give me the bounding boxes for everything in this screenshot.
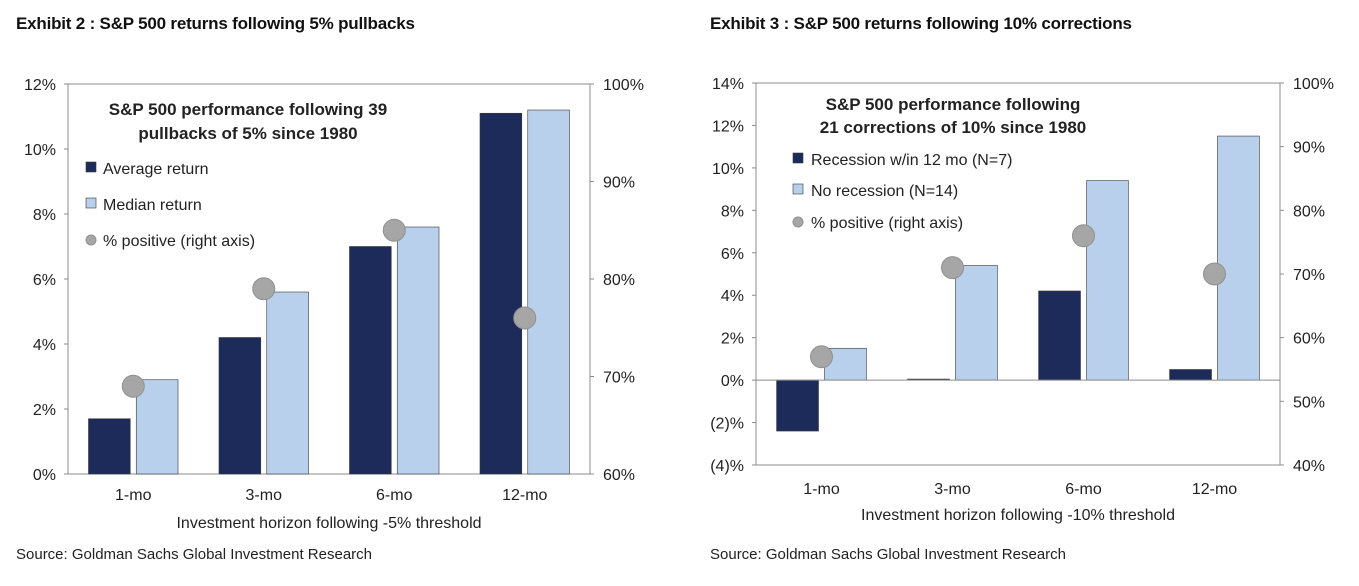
exhibit-2-source: Source: Goldman Sachs Global Investment … — [16, 546, 373, 563]
exhibit-2-title: Exhibit 2 : S&P 500 returns following 5%… — [16, 14, 415, 33]
c2-y-tick-label: 6% — [721, 246, 744, 263]
c2-y-tick-label: (2)% — [710, 416, 744, 433]
c1-legend-swatch — [85, 197, 97, 209]
c1-pct-positive-marker — [513, 306, 537, 330]
c1-y-tick-label: 0% — [33, 467, 56, 484]
c2-y2-tick-label: 50% — [1293, 394, 1325, 411]
c1-y-tick-label: 12% — [24, 77, 56, 94]
c2-legend-swatch — [792, 152, 804, 164]
c2-x-tick-label: 6-mo — [1065, 481, 1102, 498]
c2-y-tick-label: 10% — [712, 161, 744, 178]
c1-y-tick-label: 2% — [33, 402, 56, 419]
c1-pct-positive-marker — [382, 218, 406, 242]
c1-bar-series2 — [527, 109, 570, 475]
exhibit-3-source: Source: Goldman Sachs Global Investment … — [710, 546, 1067, 563]
c2-y-tick-label: 8% — [721, 203, 744, 220]
c1-bar-series1 — [88, 418, 131, 475]
c2-legend-marker — [792, 216, 804, 228]
c1-x-tick-label: 6-mo — [376, 487, 413, 504]
c2-legend-label: Recession w/in 12 mo (N=7) — [811, 152, 1012, 169]
exhibit-3-title: Exhibit 3 : S&P 500 returns following 10… — [710, 14, 1132, 33]
c2-pct-positive-marker — [1072, 224, 1095, 248]
c1-chart-title-line: S&P 500 performance following 39 — [109, 100, 387, 119]
c1-x-axis-label: Investment horizon following -5% thresho… — [176, 515, 481, 532]
c1-y2-tick-label: 100% — [603, 77, 644, 94]
c1-legend-label: % positive (right axis) — [103, 233, 255, 250]
c2-y2-tick-label: 80% — [1293, 203, 1325, 220]
c1-y2-tick-label: 60% — [603, 467, 635, 484]
c2-bar-series2 — [955, 265, 998, 381]
c2-bar-series2 — [1217, 135, 1260, 381]
c2-legend-label: No recession (N=14) — [811, 183, 958, 200]
c1-x-tick-label: 1-mo — [115, 487, 152, 504]
c2-pct-positive-marker — [810, 345, 833, 369]
c2-y2-tick-label: 60% — [1293, 331, 1325, 348]
c1-y-tick-label: 10% — [24, 142, 56, 159]
c2-chart-title-line: S&P 500 performance following — [826, 95, 1081, 114]
c2-y2-tick-label: 100% — [1293, 76, 1334, 93]
c1-y-tick-label: 8% — [33, 207, 56, 224]
c2-y2-tick-label: 40% — [1293, 458, 1325, 475]
c1-bar-series1 — [349, 246, 392, 475]
c2-bar-series2 — [1086, 180, 1129, 381]
c1-legend-label: Median return — [103, 197, 202, 214]
c1-bar-series1 — [479, 112, 523, 475]
c2-plot-area — [755, 82, 1281, 466]
c1-x-tick-label: 12-mo — [502, 487, 547, 504]
c1-chart-title-line: pullbacks of 5% since 1980 — [138, 124, 357, 143]
c1-bar-series2 — [266, 291, 309, 475]
c1-legend-swatch — [85, 161, 97, 173]
c1-pct-positive-marker — [252, 277, 276, 301]
c2-x-tick-label: 12-mo — [1192, 481, 1237, 498]
c2-x-axis-label: Investment horizon following -10% thresh… — [861, 507, 1175, 524]
c2-y-tick-label: 0% — [721, 373, 744, 390]
c2-y2-tick-label: 70% — [1293, 267, 1325, 284]
c1-bar-series2 — [396, 226, 440, 475]
c2-bar-series1 — [1038, 290, 1081, 381]
c2-pct-positive-marker — [941, 256, 964, 280]
c2-x-tick-label: 1-mo — [803, 481, 840, 498]
c2-bar-series1 — [1169, 369, 1212, 381]
c1-y2-tick-label: 70% — [603, 370, 635, 387]
c2-y2-tick-label: 90% — [1293, 140, 1325, 157]
c2-legend-label: % positive (right axis) — [811, 215, 963, 232]
c1-y2-tick-label: 90% — [603, 175, 635, 192]
c2-y-tick-label: 4% — [721, 288, 744, 305]
c1-pct-positive-marker — [121, 374, 145, 398]
c2-chart-title-line: 21 corrections of 10% since 1980 — [820, 118, 1086, 137]
c2-y-tick-label: 12% — [712, 118, 744, 135]
c2-y-tick-label: 2% — [721, 331, 744, 348]
c2-x-tick-label: 3-mo — [934, 481, 971, 498]
c1-y2-tick-label: 80% — [603, 272, 635, 289]
c2-bar-series1 — [776, 379, 819, 432]
c2-y-tick-label: (4)% — [710, 458, 744, 475]
c1-x-tick-label: 3-mo — [246, 487, 283, 504]
c1-y-tick-label: 4% — [33, 337, 56, 354]
c2-legend-swatch — [792, 183, 804, 195]
c1-legend-marker — [85, 234, 97, 246]
c1-y-tick-label: 6% — [33, 272, 56, 289]
c2-pct-positive-marker — [1203, 262, 1226, 286]
c1-bar-series1 — [218, 337, 262, 475]
c1-bar-series2 — [135, 379, 179, 475]
c1-legend-label: Average return — [103, 161, 209, 178]
c2-y-tick-label: 14% — [712, 76, 744, 93]
